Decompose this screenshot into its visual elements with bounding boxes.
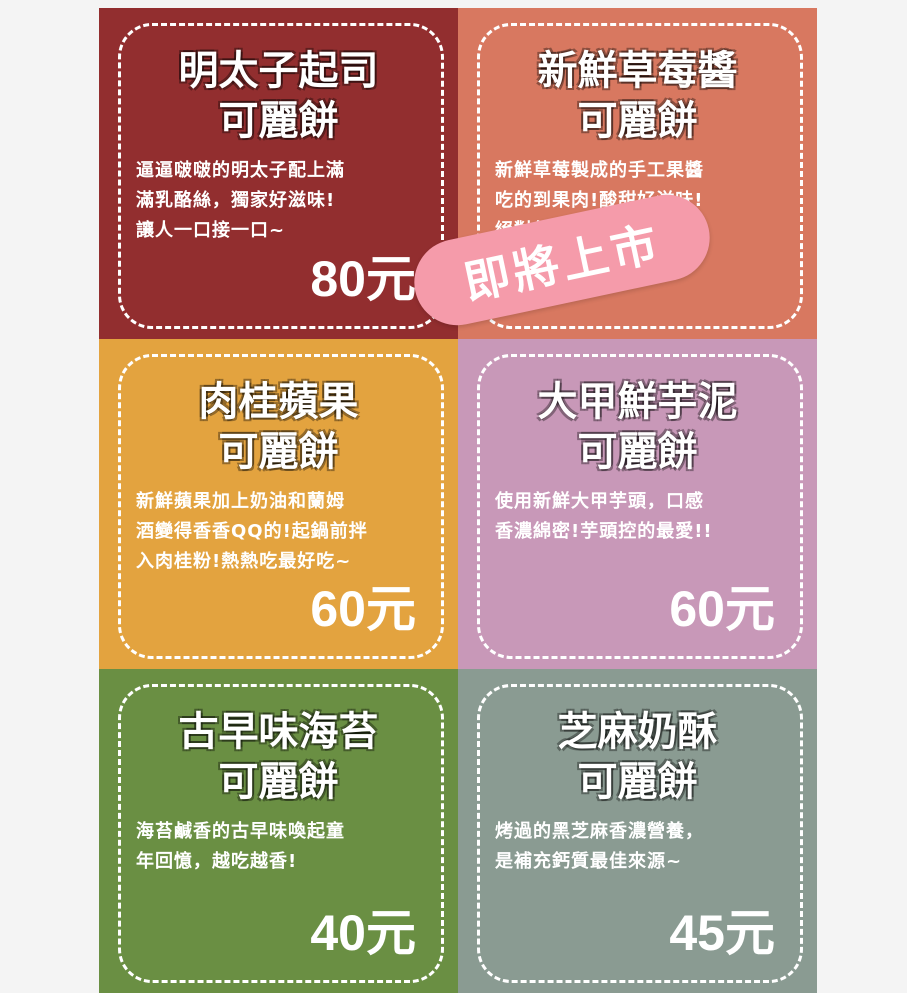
dashed-frame <box>118 684 444 983</box>
product-description: 使用新鮮大甲芋頭，口感 香濃綿密!芋頭控的最愛!! <box>495 491 713 542</box>
menu-card-cinnamon-apple: 肉桂蘋果 可麗餅 新鮮蘋果加上奶油和蘭姆 酒變得香香QQ的!起鍋前拌 入肉桂粉!… <box>99 339 458 669</box>
dashed-frame <box>118 23 444 329</box>
product-description: 海苔鹹香的古早味喚起童 年回憶，越吃越香! <box>136 821 345 872</box>
menu-card-sesame-crumble: 芝麻奶酥 可麗餅 烤過的黑芝麻香濃營養， 是補充鈣質最佳來源~ 45元 <box>458 669 817 993</box>
menu-card-seaweed: 古早味海苔 可麗餅 海苔鹹香的古早味喚起童 年回憶，越吃越香! 40元 <box>99 669 458 993</box>
menu-card-mentaiko-cheese: 明太子起司 可麗餅 逼逼啵啵的明太子配上滿 滿乳酪絲，獨家好滋味! 讓人一口接一… <box>99 8 458 339</box>
product-description: 烤過的黑芝麻香濃營養， 是補充鈣質最佳來源~ <box>495 821 704 872</box>
product-name: 古早味海苔 可麗餅 <box>178 709 379 805</box>
product-price: 45元 <box>669 905 775 961</box>
dashed-frame <box>477 684 803 983</box>
product-price: 60元 <box>310 581 416 637</box>
product-name: 芝麻奶酥 可麗餅 <box>557 709 718 805</box>
dashed-frame <box>118 354 444 659</box>
product-description: 新鮮蘋果加上奶油和蘭姆 酒變得香香QQ的!起鍋前拌 入肉桂粉!熱熱吃最好吃~ <box>136 491 368 572</box>
product-price: 80元 <box>310 251 416 307</box>
product-description: 逼逼啵啵的明太子配上滿 滿乳酪絲，獨家好滋味! 讓人一口接一口~ <box>136 160 345 241</box>
product-name: 大甲鮮芋泥 可麗餅 <box>537 379 738 475</box>
menu-sheet: 明太子起司 可麗餅 逼逼啵啵的明太子配上滿 滿乳酪絲，獨家好滋味! 讓人一口接一… <box>99 8 817 993</box>
dashed-frame <box>477 354 803 659</box>
product-name: 明太子起司 可麗餅 <box>178 48 379 144</box>
product-name: 肉桂蘋果 可麗餅 <box>198 379 359 475</box>
dashed-frame <box>477 23 803 329</box>
product-price: 40元 <box>310 905 416 961</box>
menu-card-taro-paste: 大甲鮮芋泥 可麗餅 使用新鮮大甲芋頭，口感 香濃綿密!芋頭控的最愛!! 60元 <box>458 339 817 669</box>
product-price: 60元 <box>669 581 775 637</box>
product-name: 新鮮草莓醬 可麗餅 <box>537 48 738 144</box>
